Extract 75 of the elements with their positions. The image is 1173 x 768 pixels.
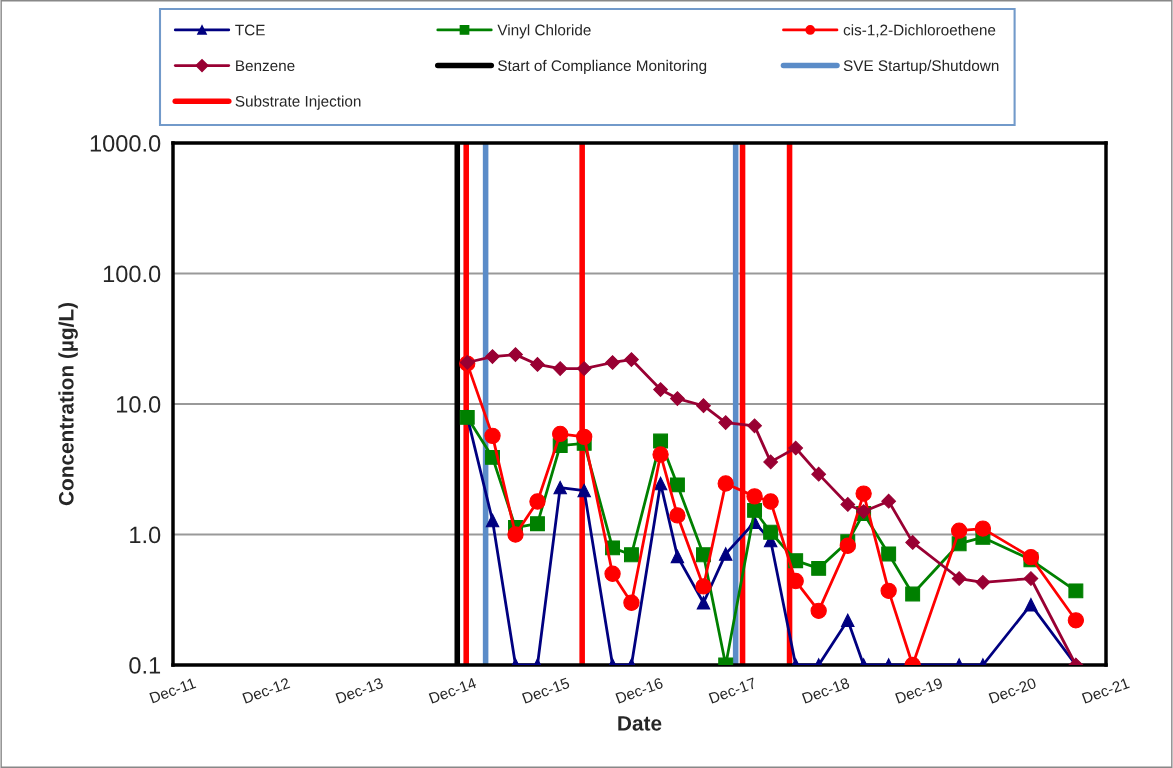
point xyxy=(1068,583,1084,599)
point xyxy=(670,549,685,564)
point xyxy=(718,547,733,561)
point xyxy=(855,485,872,502)
legend-label: Start of Compliance Monitoring xyxy=(498,59,707,75)
point xyxy=(905,535,921,550)
legend-label: Substrate Injection xyxy=(235,95,361,110)
point xyxy=(763,454,779,470)
point xyxy=(1067,612,1085,629)
point xyxy=(951,571,967,586)
point xyxy=(747,418,762,434)
point xyxy=(840,497,856,512)
point xyxy=(529,493,546,510)
point xyxy=(552,425,569,443)
point xyxy=(718,415,734,431)
point xyxy=(695,578,712,595)
y-tick-label: 10.0 xyxy=(117,396,161,413)
point xyxy=(604,565,621,582)
point xyxy=(811,466,827,482)
point xyxy=(623,547,639,563)
point xyxy=(653,476,668,491)
point xyxy=(839,537,856,554)
legend-label: Benzene xyxy=(236,60,295,72)
point xyxy=(669,477,685,493)
point xyxy=(653,433,669,449)
point xyxy=(576,428,593,446)
point xyxy=(810,602,827,619)
point xyxy=(788,440,804,456)
point xyxy=(974,520,992,537)
point xyxy=(717,475,734,492)
point xyxy=(485,349,500,364)
point xyxy=(696,398,711,414)
y-tick-label: 100.0 xyxy=(103,265,161,283)
point xyxy=(881,546,897,562)
point xyxy=(841,613,855,628)
point xyxy=(975,574,991,590)
point xyxy=(577,483,591,498)
point xyxy=(881,493,897,509)
point xyxy=(747,502,763,518)
x-tick-label: Dec-11 xyxy=(149,677,197,704)
y-tick-label: 1.0 xyxy=(130,526,161,544)
point xyxy=(623,594,640,611)
point xyxy=(605,355,620,370)
y-tick-label: 0.1 xyxy=(129,657,161,674)
point xyxy=(508,347,523,363)
point xyxy=(553,480,567,495)
point xyxy=(652,446,669,463)
point xyxy=(669,507,686,524)
point xyxy=(624,352,639,367)
point xyxy=(811,560,827,576)
point xyxy=(653,382,668,397)
x-axis-title: Date xyxy=(618,716,662,731)
point xyxy=(880,582,897,600)
point xyxy=(763,524,779,540)
point xyxy=(696,595,711,610)
point xyxy=(552,361,568,376)
point xyxy=(762,493,779,510)
y-axis-title: Concentration (µg/L) xyxy=(58,302,78,506)
legend-label: cis-1,2-Dichloroethene xyxy=(843,24,996,38)
point xyxy=(530,357,545,372)
y-tick-label: 1000.0 xyxy=(90,135,161,152)
point xyxy=(905,586,921,602)
legend-label: Vinyl Chloride xyxy=(497,24,591,39)
point xyxy=(576,361,592,376)
point xyxy=(746,488,763,505)
point xyxy=(670,391,685,406)
point xyxy=(1023,571,1039,586)
point xyxy=(507,526,524,543)
legend-label: SVE Startup/Shutdown xyxy=(843,59,999,75)
point xyxy=(484,427,501,445)
point xyxy=(485,513,500,528)
point xyxy=(950,522,968,539)
point xyxy=(1024,597,1038,612)
point xyxy=(530,516,545,532)
legend-label: TCE xyxy=(235,24,265,36)
